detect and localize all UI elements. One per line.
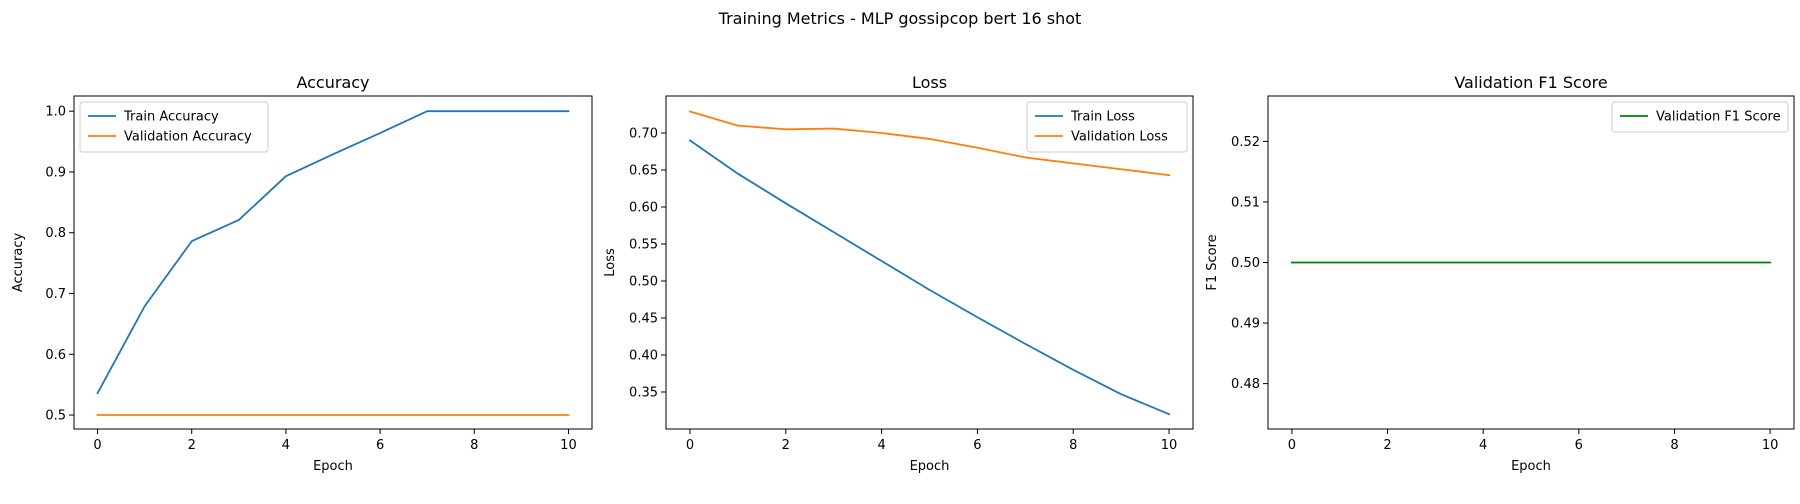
y-tick-label: 0.5 — [45, 409, 66, 424]
y-axis-label: Accuracy — [11, 233, 26, 293]
x-tick-label: 2 — [782, 438, 790, 453]
x-tick-label: 0 — [93, 438, 101, 453]
panel-title: Validation F1 Score — [1454, 73, 1607, 92]
legend-box — [1611, 101, 1789, 133]
y-axis-label: F1 Score — [1205, 234, 1220, 290]
x-tick-label: 8 — [1069, 438, 1077, 453]
y-tick-label: 0.49 — [1231, 317, 1260, 332]
y-tick-label: 0.7 — [45, 287, 66, 302]
legend-box — [1026, 101, 1188, 153]
plot-frame — [1267, 95, 1795, 430]
y-tick-label: 0.35 — [629, 386, 658, 401]
y-tick-label: 0.9 — [45, 165, 66, 180]
chart-panel-2: Loss 0 2 4 6 8 10 0.35 0.40 0.45 0.50 0.55 0.60 0.65 0… — [603, 73, 1194, 474]
legend-box — [79, 101, 269, 153]
y-tick-label: 0.50 — [629, 275, 658, 290]
x-tick-label: 6 — [376, 438, 384, 453]
x-tick-label: 0 — [1288, 438, 1296, 453]
panel-title: Loss — [912, 73, 947, 92]
x-tick-label: 6 — [1575, 438, 1583, 453]
y-tick-label: 0.40 — [629, 349, 658, 364]
legend: Train Loss Validation Loss — [1026, 101, 1188, 153]
chart-panel-1: Accuracy 0 2 4 6 8 10 0.5 0.6 0.7 0.8 0.9 1.0 Epoch Ac… — [11, 73, 593, 474]
x-tick-label: 8 — [1670, 438, 1678, 453]
figure-title: Training Metrics - MLP gossipcop bert 16… — [718, 9, 1082, 28]
x-tick-label: 8 — [470, 438, 478, 453]
legend-label: Validation F1 Score — [1656, 110, 1781, 125]
legend-label: Validation Accuracy — [124, 130, 252, 145]
x-tick-label: 2 — [188, 438, 196, 453]
y-axis-label: Loss — [603, 248, 618, 277]
y-tick-label: 0.70 — [629, 127, 658, 142]
x-tick-label: 0 — [686, 438, 694, 453]
x-tick-label: 2 — [1383, 438, 1391, 453]
plot-frame — [73, 95, 593, 430]
legend-label: Validation Loss — [1071, 130, 1168, 145]
x-tick-label: 6 — [973, 438, 981, 453]
x-axis-label: Epoch — [1511, 459, 1551, 474]
series-line-1 — [96, 110, 570, 395]
y-tick-label: 0.60 — [629, 201, 658, 216]
y-tick-label: 0.50 — [1231, 256, 1260, 271]
x-axis-label: Epoch — [313, 459, 353, 474]
x-tick-label: 10 — [1762, 438, 1779, 453]
chart-panel-3: Validation F1 Score 0 2 4 6 8 10 0.48 0.49 0.50 0.… — [1205, 73, 1795, 474]
x-axis-label: Epoch — [910, 459, 950, 474]
x-tick-label: 4 — [282, 438, 290, 453]
x-tick-label: 10 — [1161, 438, 1178, 453]
series-line-2 — [688, 110, 1171, 177]
y-tick-label: 1.0 — [45, 105, 66, 120]
legend-label: Train Accuracy — [123, 110, 219, 125]
panel-title: Accuracy — [296, 73, 369, 92]
y-tick-label: 0.6 — [45, 348, 66, 363]
y-tick-label: 0.8 — [45, 226, 66, 241]
series-line-1 — [688, 139, 1171, 416]
legend: Validation F1 Score — [1611, 101, 1789, 133]
x-tick-label: 10 — [560, 438, 577, 453]
y-tick-label: 0.65 — [629, 164, 658, 179]
y-tick-label: 0.45 — [629, 312, 658, 327]
x-tick-label: 4 — [877, 438, 885, 453]
y-tick-label: 0.55 — [629, 238, 658, 253]
y-tick-label: 0.51 — [1231, 195, 1260, 210]
plot-frame — [665, 95, 1194, 430]
y-tick-label: 0.52 — [1231, 135, 1260, 150]
legend-label: Train Loss — [1070, 110, 1135, 125]
x-tick-label: 4 — [1479, 438, 1487, 453]
legend: Train Accuracy Validation Accuracy — [79, 101, 269, 153]
y-tick-label: 0.48 — [1231, 377, 1260, 392]
